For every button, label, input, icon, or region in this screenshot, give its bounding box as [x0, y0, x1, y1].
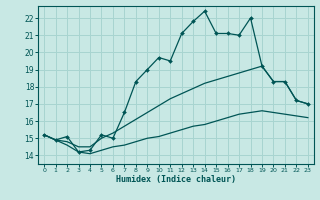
X-axis label: Humidex (Indice chaleur): Humidex (Indice chaleur)	[116, 175, 236, 184]
